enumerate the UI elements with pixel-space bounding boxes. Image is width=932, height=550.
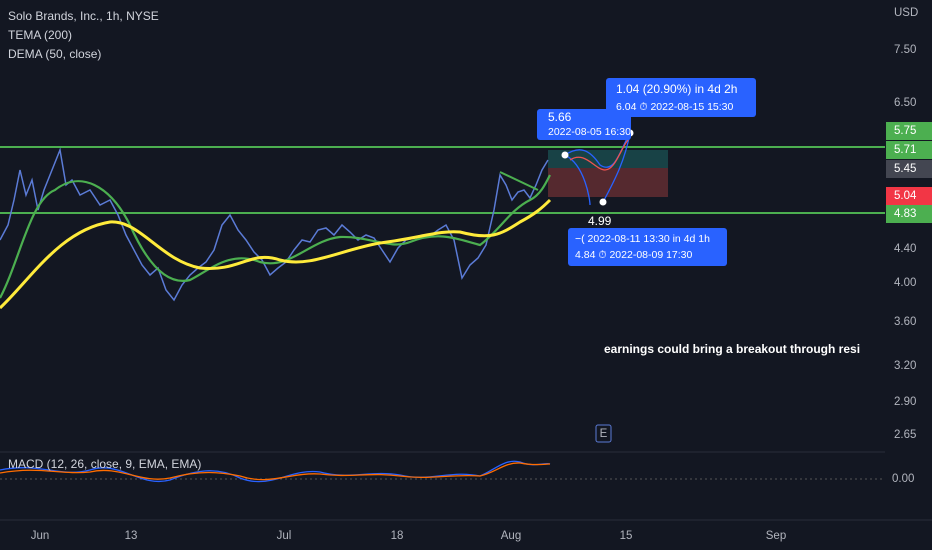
- price-axis: 7.50 6.50 4.40 4.00 3.60 3.20 2.90 2.65: [894, 44, 916, 441]
- macd-label: MACD (12, 26, close, 9, EMA, EMA): [8, 457, 201, 471]
- price-label: 3.20: [894, 360, 916, 372]
- note-text: earnings could bring a breakout through …: [604, 342, 860, 356]
- point-a: [561, 151, 569, 159]
- time-axis: Jun 13 Jul 18 Aug 15 Sep: [31, 530, 787, 542]
- time-label: Jul: [277, 530, 292, 542]
- annotation-text: 4.84 ⏱ 2022-08-09 17:30: [575, 249, 693, 261]
- annotation-text: 4.99: [588, 214, 612, 228]
- event-marker[interactable]: [595, 424, 612, 443]
- time-label: Jun: [31, 530, 50, 542]
- indicator-label: DEMA (50, close): [8, 47, 101, 61]
- symbol-title: Solo Brands, Inc., 1h, NYSE: [8, 9, 159, 23]
- price-tag-bg: [886, 205, 932, 223]
- price-tag-bg: [886, 187, 932, 205]
- signal-line: [0, 462, 551, 481]
- price-tag-bg: [886, 141, 932, 159]
- price-tag: 4.83: [894, 208, 916, 220]
- price-label: 6.50: [894, 97, 916, 109]
- annotation-text: 2022-08-05 16:30: [548, 126, 631, 138]
- annotation-text: 1.04 (20.90%) in 4d 2h: [616, 82, 737, 96]
- annotation-text: −( 2022-08-11 13:30 in 4d 1h: [575, 233, 710, 245]
- price-label: 3.60: [894, 316, 916, 328]
- time-label: 15: [620, 530, 633, 542]
- price-tag: 5.71: [894, 144, 916, 156]
- macd-axis-label: 0.00: [892, 473, 914, 485]
- annotation-box: [606, 78, 756, 117]
- price-label: 2.65: [894, 429, 916, 441]
- price-tag-bg: [886, 122, 932, 140]
- forecast-path: [569, 139, 629, 171]
- annotation-text: 5.66: [548, 110, 572, 124]
- event-label: E: [600, 428, 608, 440]
- price-label: 4.40: [894, 243, 916, 255]
- macd-line: [0, 460, 551, 483]
- price-tag: 5.45: [894, 163, 916, 175]
- price-tag: 5.75: [894, 125, 916, 137]
- price-label: 2.90: [894, 396, 916, 408]
- dema-line: [0, 198, 552, 310]
- annotation-box: [537, 109, 631, 140]
- profit-zone: [548, 150, 668, 168]
- price-tags: 5.75 5.71 5.45 5.04 4.83: [886, 122, 932, 223]
- price-label: 7.50: [894, 44, 916, 56]
- time-label: Aug: [501, 530, 521, 542]
- point-c: [599, 198, 607, 206]
- time-label: 18: [391, 530, 404, 542]
- currency: USD: [894, 7, 918, 19]
- time-label: Sep: [766, 530, 786, 542]
- tema-line: [0, 174, 551, 299]
- annotation-text: 6.04 ⏱ 2022-08-15 15:30: [616, 101, 734, 113]
- price-tag: 5.04: [894, 190, 917, 202]
- annotation-box: [568, 228, 727, 266]
- trend-line: [499, 171, 539, 191]
- time-label: 13: [125, 530, 138, 542]
- price-tag-bg: [886, 160, 932, 178]
- price-label: 4.00: [894, 277, 916, 289]
- indicator-label: TEMA (200): [8, 28, 72, 42]
